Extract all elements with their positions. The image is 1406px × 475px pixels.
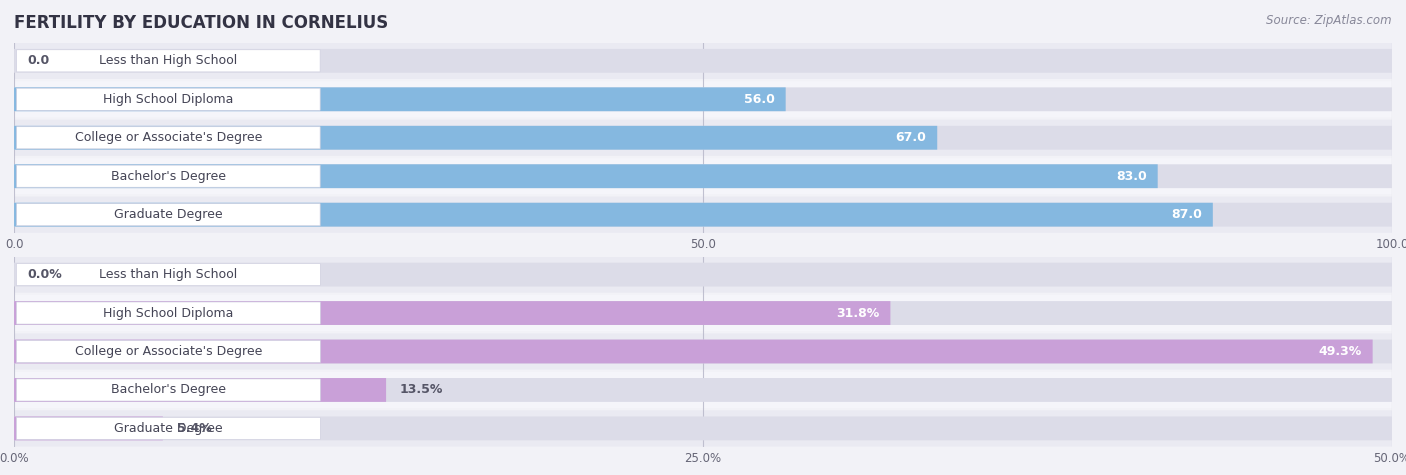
FancyBboxPatch shape [14,340,1372,363]
FancyBboxPatch shape [17,88,321,110]
FancyBboxPatch shape [14,378,387,402]
Text: Bachelor's Degree: Bachelor's Degree [111,383,226,397]
Text: 31.8%: 31.8% [837,306,879,320]
FancyBboxPatch shape [17,341,321,362]
FancyBboxPatch shape [14,87,786,111]
FancyBboxPatch shape [14,126,938,150]
FancyBboxPatch shape [14,120,1392,156]
FancyBboxPatch shape [17,50,321,72]
FancyBboxPatch shape [17,264,321,285]
Text: 5.4%: 5.4% [177,422,211,435]
Text: College or Associate's Degree: College or Associate's Degree [75,131,262,144]
Text: 67.0: 67.0 [896,131,927,144]
Text: 49.3%: 49.3% [1319,345,1361,358]
FancyBboxPatch shape [14,340,1392,363]
Text: 87.0: 87.0 [1171,208,1202,221]
FancyBboxPatch shape [14,43,1392,79]
Text: Less than High School: Less than High School [100,268,238,281]
Text: Source: ZipAtlas.com: Source: ZipAtlas.com [1267,14,1392,27]
Text: Bachelor's Degree: Bachelor's Degree [111,170,226,183]
FancyBboxPatch shape [14,158,1392,194]
FancyBboxPatch shape [14,203,1213,227]
Text: High School Diploma: High School Diploma [103,306,233,320]
FancyBboxPatch shape [14,164,1392,188]
FancyBboxPatch shape [14,126,1392,150]
Text: 83.0: 83.0 [1116,170,1147,183]
FancyBboxPatch shape [14,410,1392,446]
Text: Graduate Degree: Graduate Degree [114,208,222,221]
FancyBboxPatch shape [14,417,1392,440]
FancyBboxPatch shape [14,301,1392,325]
FancyBboxPatch shape [14,164,1157,188]
Text: College or Associate's Degree: College or Associate's Degree [75,345,262,358]
FancyBboxPatch shape [14,256,1392,293]
FancyBboxPatch shape [14,203,1392,227]
FancyBboxPatch shape [17,204,321,226]
FancyBboxPatch shape [14,378,1392,402]
FancyBboxPatch shape [17,127,321,149]
FancyBboxPatch shape [14,81,1392,117]
FancyBboxPatch shape [14,87,1392,111]
Text: Graduate Degree: Graduate Degree [114,422,222,435]
FancyBboxPatch shape [14,333,1392,370]
FancyBboxPatch shape [14,417,163,440]
Text: 56.0: 56.0 [744,93,775,106]
FancyBboxPatch shape [14,295,1392,331]
FancyBboxPatch shape [14,263,1392,286]
FancyBboxPatch shape [14,197,1392,233]
FancyBboxPatch shape [14,49,1392,73]
Text: 0.0%: 0.0% [28,268,63,281]
FancyBboxPatch shape [17,165,321,187]
Text: 0.0: 0.0 [28,54,51,67]
FancyBboxPatch shape [17,302,321,324]
FancyBboxPatch shape [17,418,321,439]
Text: FERTILITY BY EDUCATION IN CORNELIUS: FERTILITY BY EDUCATION IN CORNELIUS [14,14,388,32]
Text: High School Diploma: High School Diploma [103,93,233,106]
FancyBboxPatch shape [14,301,890,325]
Text: 13.5%: 13.5% [399,383,443,397]
Text: Less than High School: Less than High School [100,54,238,67]
FancyBboxPatch shape [17,379,321,401]
FancyBboxPatch shape [14,372,1392,408]
